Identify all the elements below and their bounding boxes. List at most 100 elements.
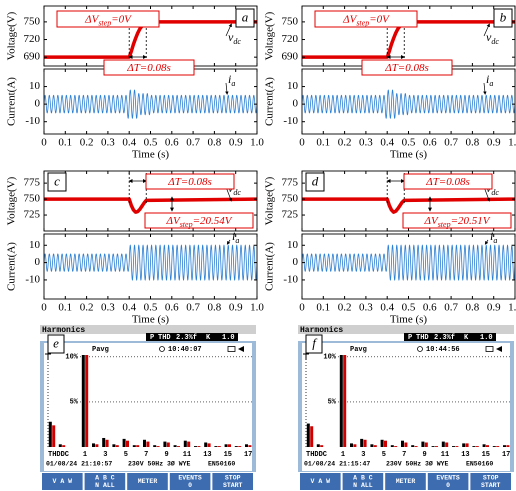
bar xyxy=(496,446,499,447)
label-pointer xyxy=(484,83,485,94)
bar xyxy=(425,442,428,447)
x-tick-label: 0.8 xyxy=(208,137,222,149)
x-tick-label: 3 xyxy=(361,451,365,459)
bar xyxy=(381,440,384,447)
x-tick-label: 0.9 xyxy=(229,302,243,314)
x-tick-label: 0.3 xyxy=(101,302,115,314)
text-part: a xyxy=(493,236,497,245)
bar xyxy=(85,0,88,447)
x-tick-label: 0.3 xyxy=(359,302,373,314)
bar xyxy=(214,446,217,447)
bar xyxy=(404,442,407,447)
x-tick-label: 5 xyxy=(124,451,128,459)
bar xyxy=(235,446,238,447)
mode: Pavg xyxy=(350,346,367,354)
text-part: a xyxy=(235,236,239,245)
y-axis-label: Voltage(V) xyxy=(6,11,18,60)
bar xyxy=(82,0,85,447)
x-tick-label: 0.9 xyxy=(487,302,501,314)
y-tick-label: 775 xyxy=(24,177,41,189)
time: 10:40:07 xyxy=(168,346,202,354)
x-tick-label: 9 xyxy=(422,451,426,459)
bar xyxy=(411,445,414,447)
y-tick-label: 0 xyxy=(35,98,41,110)
x-tick-label: 0.4 xyxy=(380,302,394,314)
x-tick-label: 11 xyxy=(441,451,449,459)
bar xyxy=(307,424,310,447)
text-part: ΔT=0.08s xyxy=(425,176,470,188)
soft-key-label: METER xyxy=(138,478,158,485)
text-part: ΔV xyxy=(166,215,181,227)
bar xyxy=(204,442,207,447)
x-tick-label: 3 xyxy=(103,451,107,459)
x-tick-label: 15 xyxy=(482,451,490,459)
chart-panel: vdc725750775Voltage(V)ia-10010Current(A)… xyxy=(6,171,265,326)
bar xyxy=(49,422,52,447)
y-axis-label: Voltage(V) xyxy=(6,176,18,225)
text-part: ΔV xyxy=(342,13,357,25)
bar xyxy=(384,441,387,447)
y-tick-label: -10 xyxy=(25,115,40,127)
bar xyxy=(350,443,353,447)
current-wave xyxy=(44,254,129,271)
annotation: ΔT=0.08s xyxy=(126,62,171,74)
y-tick-label: 5% xyxy=(70,399,79,407)
text-part: ΔT=0.08s xyxy=(126,62,171,74)
x-tick-label: 0.2 xyxy=(80,302,94,314)
text-part: ΔV xyxy=(424,215,439,227)
current-wave xyxy=(387,245,515,280)
bar xyxy=(401,441,404,447)
x-tick-label: 0.5 xyxy=(402,137,416,149)
bar xyxy=(52,425,55,447)
x-tick-label: 13 xyxy=(203,451,211,459)
y-tick-label: 0 xyxy=(293,256,299,268)
x-tick-label: 0.5 xyxy=(144,302,158,314)
window-title: Harmonics xyxy=(42,326,85,335)
bar xyxy=(133,445,136,447)
current-wave xyxy=(129,245,257,280)
bar xyxy=(455,446,458,447)
bar xyxy=(177,446,180,447)
bar xyxy=(462,443,465,447)
text-part: a xyxy=(231,79,235,88)
status-text: EN50160 xyxy=(466,461,493,468)
x-tick-label: 0.7 xyxy=(186,302,200,314)
annotation: ΔT=0.08s xyxy=(167,176,212,188)
y-tick-label: 0 xyxy=(35,256,41,268)
y-tick-label: 690 xyxy=(24,51,41,63)
bar xyxy=(432,446,435,447)
y-tick-label: 10% xyxy=(65,354,78,362)
current-wave xyxy=(385,90,396,118)
soft-key-label: EVENTS xyxy=(436,475,460,482)
readout: 1.0 xyxy=(222,334,235,342)
bar xyxy=(167,442,170,447)
bar xyxy=(123,439,126,447)
bar xyxy=(364,440,367,447)
x-tick-label: 1.0 xyxy=(250,137,264,149)
x-tick-label: 0.6 xyxy=(165,137,179,149)
y-tick-label: 690 xyxy=(282,51,299,63)
x-tick-label: 0.1 xyxy=(316,137,330,149)
x-tick-label: 0.7 xyxy=(444,137,458,149)
y-tick-label: 750 xyxy=(282,15,299,27)
bar xyxy=(506,445,509,447)
readout: 2.3%f xyxy=(434,334,455,342)
x-axis-label: Time (s) xyxy=(390,149,428,161)
bar xyxy=(157,446,160,447)
status-text: EN50160 xyxy=(208,461,235,468)
text-part: a xyxy=(489,79,493,88)
x-tick-label: 0.9 xyxy=(229,137,243,149)
annotation: ΔT=0.08s xyxy=(384,62,429,74)
bar xyxy=(317,444,320,447)
readout: 2.3%f xyxy=(176,334,197,342)
y-tick-label: 720 xyxy=(24,33,41,45)
soft-key-label: N ALL xyxy=(95,482,115,489)
bar xyxy=(391,445,394,447)
x-tick-label: 1.0 xyxy=(508,137,516,149)
text-part: step xyxy=(356,19,369,28)
y-axis-label: Voltage(V) xyxy=(264,176,276,225)
soft-key-label: EVENTS xyxy=(178,475,202,482)
text-part: =0V xyxy=(111,13,132,25)
bar xyxy=(106,440,109,447)
y-tick-label: 10 xyxy=(29,80,41,92)
